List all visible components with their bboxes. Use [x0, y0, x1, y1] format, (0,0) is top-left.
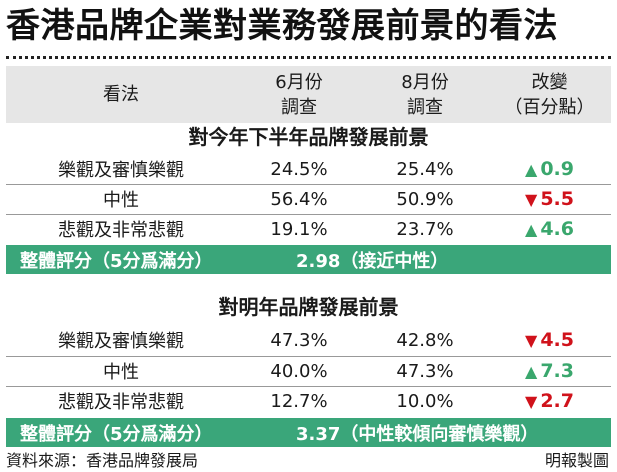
header-june-line1: 6月份	[275, 71, 323, 93]
score-label: 整體評分（5分爲滿分）	[20, 250, 213, 272]
row-label: 樂觀及審慎樂觀	[58, 331, 184, 352]
triangle-down-icon: ▼	[525, 391, 538, 411]
score-label: 整體評分（5分爲滿分）	[20, 423, 213, 445]
header-august: 8月份 調查	[362, 66, 488, 123]
overall-score-bar: 整體評分（5分爲滿分） 3.37（中性較傾向審慎樂觀）	[6, 418, 611, 447]
overall-score-bar: 整體評分（5分爲滿分） 2.98（接近中性）	[6, 245, 611, 274]
row-label: 悲觀及非常悲觀	[58, 392, 184, 413]
row-label: 中性	[103, 362, 139, 383]
row-change: ▲ 4.6	[488, 215, 611, 243]
triangle-up-icon: ▲	[525, 361, 538, 381]
page-title: 香港品牌企業對業務發展前景的看法	[6, 6, 558, 46]
row-june-value: 19.1%	[270, 218, 328, 240]
table-row: 悲觀及非常悲觀 19.1% 23.7% ▲ 4.6	[6, 214, 611, 243]
score-value: 3.37（中性較傾向審慎樂觀）	[296, 423, 539, 445]
row-june-value: 56.4%	[270, 188, 328, 210]
triangle-up-icon: ▲	[525, 219, 538, 239]
row-august-value: 42.8%	[396, 329, 454, 351]
change-value: 4.5	[540, 329, 574, 351]
header-change-line1: 改變	[531, 71, 568, 93]
row-june-value: 47.3%	[270, 329, 328, 351]
row-change: ▼ 5.5	[488, 185, 611, 213]
table-row: 中性 40.0% 47.3% ▲ 7.3	[6, 356, 611, 385]
source-note: 資料來源：香港品牌發展局	[6, 451, 199, 470]
triangle-up-icon: ▲	[525, 159, 538, 179]
row-august-value: 10.0%	[396, 390, 454, 412]
section-title-next-year: 對明年品牌發展前景	[218, 295, 399, 319]
table-row: 悲觀及非常悲觀 12.7% 10.0% ▼ 2.7	[6, 386, 611, 415]
change-value: 5.5	[540, 188, 574, 210]
header-june-line2: 調查	[280, 96, 317, 118]
header-view: 看法	[6, 66, 236, 123]
change-value: 7.3	[540, 360, 574, 382]
row-august-value: 23.7%	[396, 218, 454, 240]
row-label: 樂觀及審慎樂觀	[58, 160, 184, 181]
row-label: 悲觀及非常悲觀	[58, 220, 184, 241]
row-june-value: 40.0%	[270, 360, 328, 382]
header-change-line2: （百分點）	[504, 96, 595, 118]
change-value: 4.6	[540, 218, 574, 240]
row-change: ▲ 7.3	[488, 357, 611, 385]
credit-note: 明報製圖	[544, 451, 609, 470]
table-row: 樂觀及審慎樂觀 47.3% 42.8% ▼ 4.5	[6, 326, 611, 355]
row-label: 中性	[103, 190, 139, 211]
triangle-down-icon: ▼	[525, 330, 538, 350]
change-value: 0.9	[540, 158, 574, 180]
table-row: 樂觀及審慎樂觀 24.5% 25.4% ▲ 0.9	[6, 155, 611, 184]
score-value: 2.98（接近中性）	[296, 250, 449, 272]
section-title-this-year: 對今年下半年品牌發展前景	[188, 125, 429, 149]
header-june: 6月份 調查	[236, 66, 362, 123]
header-view-label: 看法	[103, 84, 139, 105]
row-june-value: 12.7%	[270, 390, 328, 412]
header-august-line2: 調查	[406, 96, 443, 118]
row-change: ▼ 2.7	[488, 387, 611, 415]
dotted-divider	[6, 56, 611, 59]
row-august-value: 50.9%	[396, 188, 454, 210]
table-row: 中性 56.4% 50.9% ▼ 5.5	[6, 184, 611, 213]
row-change: ▼ 4.5	[488, 326, 611, 354]
table-header: 看法 6月份 調查 8月份 調查 改變 （百分點）	[6, 66, 611, 123]
header-change: 改變 （百分點）	[488, 66, 611, 123]
row-august-value: 47.3%	[396, 360, 454, 382]
header-august-line1: 8月份	[401, 71, 449, 93]
row-change: ▲ 0.9	[488, 155, 611, 183]
row-august-value: 25.4%	[396, 158, 454, 180]
triangle-down-icon: ▼	[525, 189, 538, 209]
change-value: 2.7	[540, 390, 574, 412]
row-june-value: 24.5%	[270, 158, 328, 180]
